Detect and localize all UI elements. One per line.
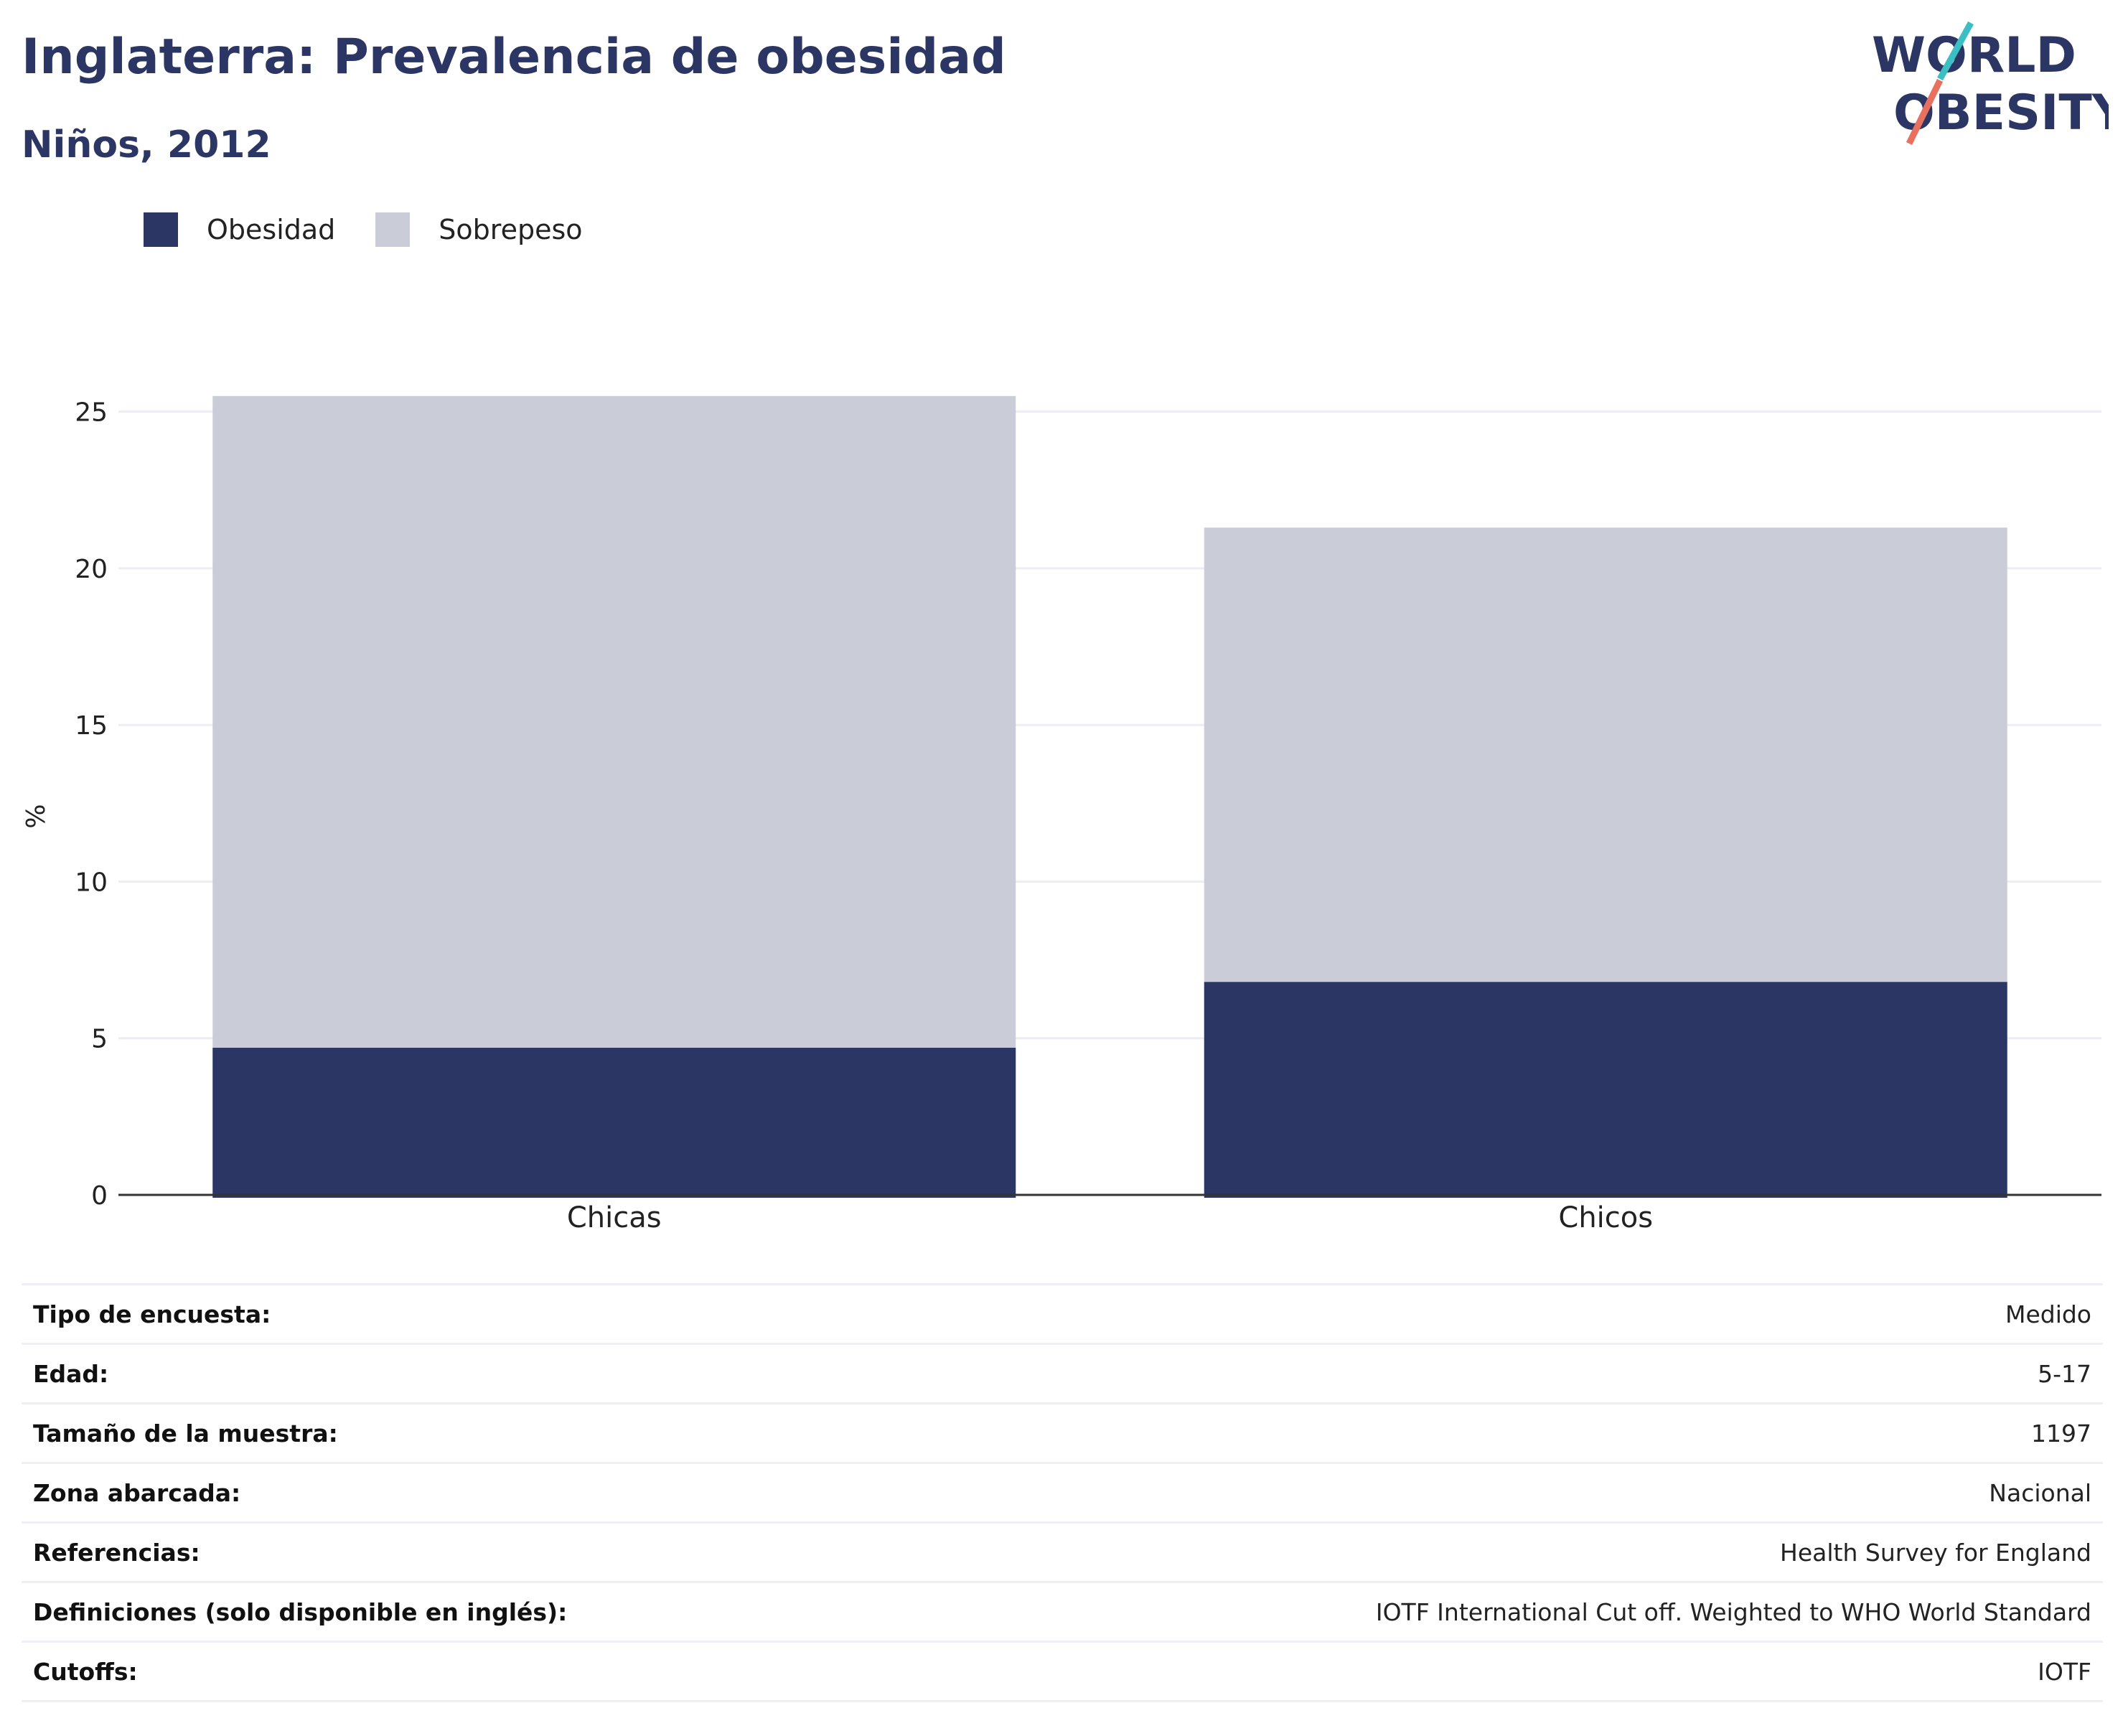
info-label: Tamaño de la muestra: xyxy=(33,1419,338,1448)
logo-teal-stroke xyxy=(1937,22,1974,81)
info-label: Definiciones (solo disponible en inglés)… xyxy=(33,1597,568,1626)
y-axis-title: % xyxy=(22,804,51,828)
bar-chart: 0 5 10 15 20 25% Chicas Chicos xyxy=(22,395,2101,1234)
info-value: IOTF International Cut off. Weighted to … xyxy=(1375,1597,2091,1626)
info-value: 5-17 xyxy=(2038,1359,2091,1388)
info-row: Tipo de encuesta: Medido xyxy=(22,1284,2103,1344)
info-row: Tamaño de la muestra: 1197 xyxy=(22,1403,2103,1463)
legend-label-sobrepeso: Sobrepeso xyxy=(439,214,583,245)
info-value: Medido xyxy=(2005,1300,2091,1328)
info-row: Zona abarcada: Nacional xyxy=(22,1463,2103,1523)
info-row: Cutoffs: IOTF xyxy=(22,1641,2103,1702)
legend-item-obesidad[interactable]: Obesidad xyxy=(144,212,335,247)
y-tick-label: 15 xyxy=(75,711,108,741)
survey-info-table: Tipo de encuesta: Medido Edad: 5-17 Tamaño d… xyxy=(22,1283,2103,1702)
logo-text-world: WORLD xyxy=(1872,27,2076,84)
logo-coral-stroke xyxy=(1906,79,1944,145)
info-row: Referencias: Health Survey for England xyxy=(22,1522,2103,1582)
bar-obesidad-chicas xyxy=(212,1047,1016,1198)
x-category-label: Chicos xyxy=(1558,1201,1653,1234)
info-value: Health Survey for England xyxy=(1780,1538,2091,1567)
x-category-label: Chicas xyxy=(567,1201,662,1234)
chart-subtitle: Niños, 2012 xyxy=(22,123,271,166)
legend-label-obesidad: Obesidad xyxy=(207,214,336,245)
y-tick-label: 20 xyxy=(75,555,108,584)
bar-sobrepeso-chicas xyxy=(212,395,1016,1048)
info-row: Edad: 5-17 xyxy=(22,1343,2103,1404)
legend-item-sobrepeso[interactable]: Sobrepeso xyxy=(375,212,583,247)
y-tick-label: 5 xyxy=(91,1025,108,1054)
info-label: Zona abarcada: xyxy=(33,1478,241,1507)
info-value: Nacional xyxy=(1989,1478,2091,1507)
bar-obesidad-chicos xyxy=(1204,982,2007,1198)
world-obesity-logo: WORLD OBESITY xyxy=(1872,22,2109,145)
legend-swatch-sobrepeso xyxy=(375,212,411,247)
info-label: Referencias: xyxy=(33,1538,200,1567)
chart-title: Inglaterra: Prevalencia de obesidad xyxy=(22,29,1006,85)
y-tick-label: 10 xyxy=(75,868,108,897)
logo-text-obesity: OBESITY xyxy=(1893,85,2109,141)
y-tick-label: 0 xyxy=(91,1181,108,1211)
info-label: Cutoffs: xyxy=(33,1657,138,1686)
y-tick-label: 25 xyxy=(75,398,108,428)
info-label: Edad: xyxy=(33,1359,109,1388)
legend-swatch-obesidad xyxy=(144,212,178,247)
info-label: Tipo de encuesta: xyxy=(33,1300,271,1328)
info-value: IOTF xyxy=(2038,1657,2091,1686)
bar-sobrepeso-chicos xyxy=(1204,527,2007,982)
info-row: Definiciones (solo disponible en inglés)… xyxy=(22,1582,2103,1642)
info-value: 1197 xyxy=(2031,1419,2091,1448)
chart-legend: Obesidad Sobrepeso xyxy=(144,212,623,247)
